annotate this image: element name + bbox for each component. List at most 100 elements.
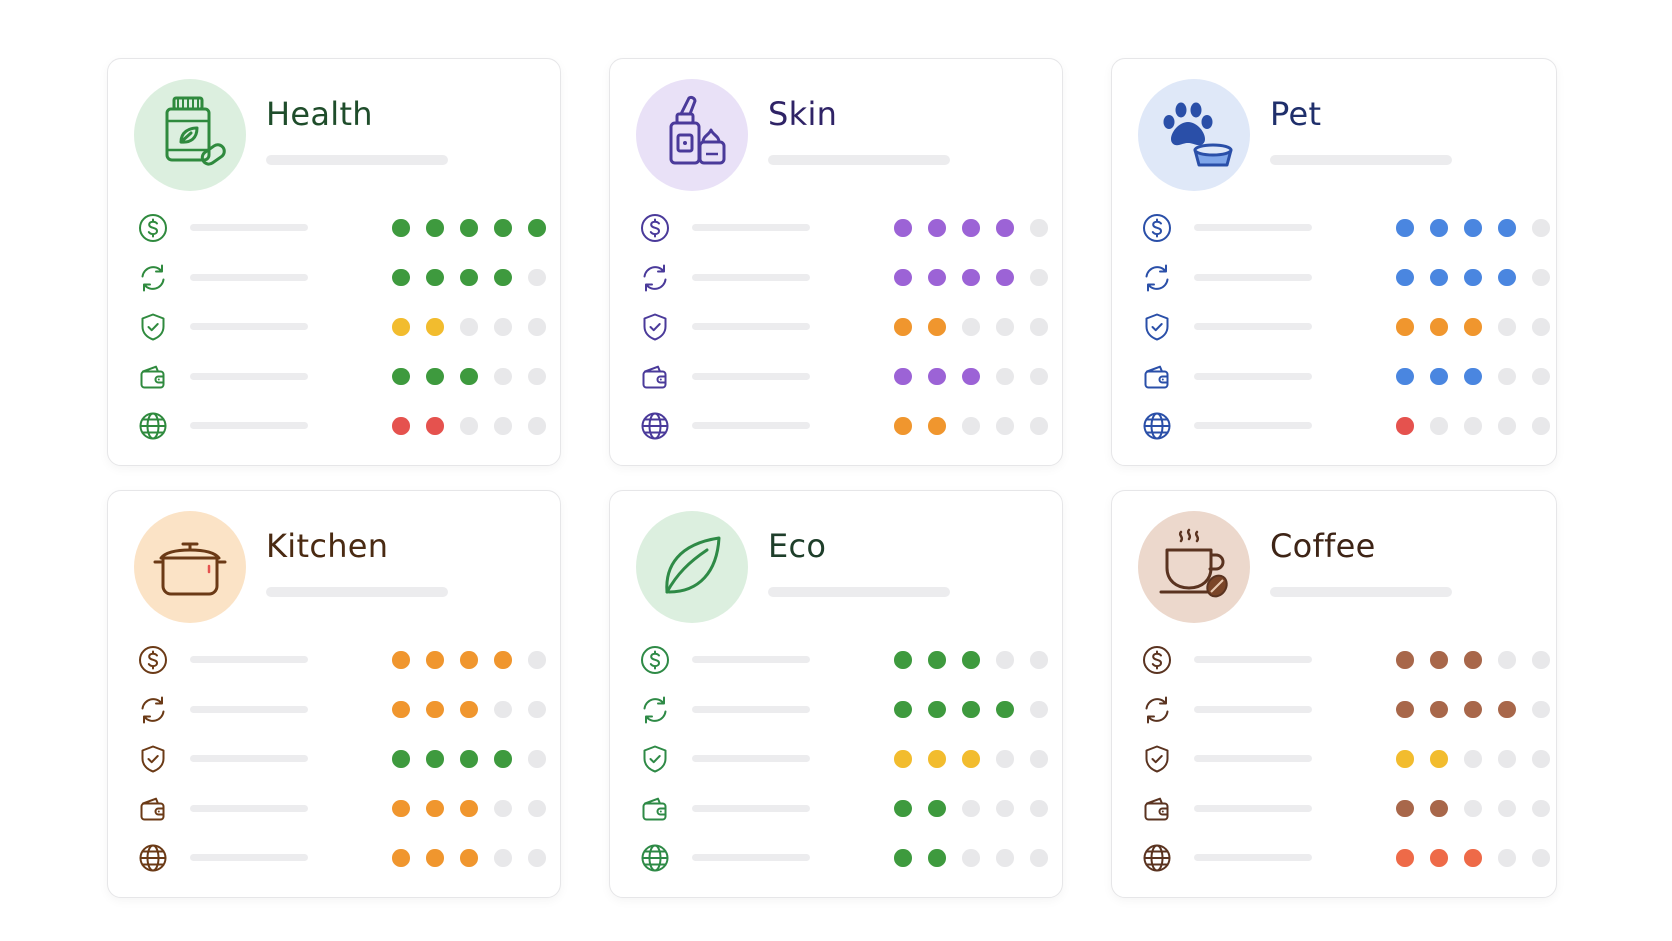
rating-dot-empty bbox=[494, 700, 512, 718]
rating-dot-empty bbox=[1532, 367, 1550, 385]
paw-bowl-icon bbox=[1151, 90, 1237, 180]
rating-dot-empty bbox=[1532, 750, 1550, 768]
rating-dot-empty bbox=[494, 318, 512, 336]
rating-row bbox=[636, 205, 1048, 255]
rating-row bbox=[134, 835, 546, 885]
rating-dots bbox=[894, 219, 1048, 237]
rating-dots bbox=[392, 849, 546, 867]
rating-dot-empty bbox=[1532, 417, 1550, 435]
refresh-icon bbox=[136, 261, 170, 295]
label-placeholder-bar bbox=[1194, 705, 1312, 713]
rating-row bbox=[636, 835, 1048, 885]
rating-dot-empty bbox=[1498, 651, 1516, 669]
rating-dot-empty bbox=[494, 799, 512, 817]
subtitle-placeholder-bar bbox=[1270, 587, 1452, 597]
rating-dots bbox=[894, 417, 1048, 435]
rating-dot-filled bbox=[1396, 268, 1414, 286]
rating-dots bbox=[894, 268, 1048, 286]
rating-dot-empty bbox=[1498, 799, 1516, 817]
rating-dot-empty bbox=[1464, 417, 1482, 435]
rating-dot-filled bbox=[1498, 268, 1516, 286]
rating-row bbox=[636, 736, 1048, 786]
rating-dot-filled bbox=[392, 318, 410, 336]
rating-dot-filled bbox=[392, 367, 410, 385]
rating-dot-filled bbox=[426, 799, 444, 817]
rating-dot-filled bbox=[426, 417, 444, 435]
rating-dot-empty bbox=[1030, 849, 1048, 867]
label-placeholder-bar bbox=[692, 323, 810, 330]
category-grid: Health Skin Pet Kitchen Eco Coffee bbox=[107, 58, 1557, 898]
rating-dot-filled bbox=[928, 849, 946, 867]
category-avatar bbox=[134, 511, 246, 623]
rating-dot-empty bbox=[996, 367, 1014, 385]
rating-dot-filled bbox=[1464, 700, 1482, 718]
rating-dot-empty bbox=[460, 318, 478, 336]
category-avatar bbox=[134, 79, 246, 191]
rating-dot-filled bbox=[460, 700, 478, 718]
rating-dot-filled bbox=[1464, 849, 1482, 867]
rating-dot-filled bbox=[894, 268, 912, 286]
rating-dot-empty bbox=[528, 268, 546, 286]
wallet-icon bbox=[1140, 792, 1174, 826]
rating-dot-filled bbox=[894, 651, 912, 669]
globe-icon bbox=[638, 409, 672, 443]
rating-dot-empty bbox=[996, 318, 1014, 336]
rating-dot-filled bbox=[1464, 318, 1482, 336]
label-placeholder-bar bbox=[1194, 323, 1312, 330]
rating-dot-filled bbox=[928, 750, 946, 768]
rating-dot-filled bbox=[996, 700, 1014, 718]
category-card-pet[interactable]: Pet bbox=[1111, 58, 1557, 466]
category-card-skin[interactable]: Skin bbox=[609, 58, 1063, 466]
rating-row bbox=[1138, 354, 1550, 404]
category-card-eco[interactable]: Eco bbox=[609, 490, 1063, 898]
rating-dot-filled bbox=[928, 268, 946, 286]
label-placeholder-bar bbox=[190, 422, 308, 429]
rating-dots bbox=[392, 367, 546, 385]
rating-dots bbox=[1396, 651, 1550, 669]
rating-dot-filled bbox=[928, 700, 946, 718]
rating-dot-filled bbox=[426, 700, 444, 718]
label-placeholder-bar bbox=[1194, 804, 1312, 812]
rating-row bbox=[636, 637, 1048, 687]
rating-dot-filled bbox=[1396, 799, 1414, 817]
rating-row bbox=[1138, 304, 1550, 354]
subtitle-placeholder-bar bbox=[768, 587, 950, 597]
rating-dot-empty bbox=[1532, 799, 1550, 817]
rating-dot-filled bbox=[894, 318, 912, 336]
card-title: Skin bbox=[768, 95, 838, 133]
rating-dot-empty bbox=[1498, 367, 1516, 385]
rating-dot-empty bbox=[494, 849, 512, 867]
shield-icon bbox=[638, 310, 672, 344]
category-card-kitchen[interactable]: Kitchen bbox=[107, 490, 561, 898]
wallet-icon bbox=[136, 360, 170, 394]
rating-dots bbox=[1396, 799, 1550, 817]
rating-row bbox=[134, 403, 546, 453]
rating-dot-empty bbox=[1532, 651, 1550, 669]
rating-dot-filled bbox=[962, 750, 980, 768]
rating-row bbox=[1138, 637, 1550, 687]
rating-dot-filled bbox=[426, 849, 444, 867]
leaf-icon bbox=[649, 522, 735, 612]
rating-dot-filled bbox=[996, 268, 1014, 286]
label-placeholder-bar bbox=[1194, 656, 1312, 663]
rating-row bbox=[1138, 835, 1550, 885]
rating-dot-empty bbox=[1498, 417, 1516, 435]
category-card-health[interactable]: Health bbox=[107, 58, 561, 466]
rating-dot-filled bbox=[928, 367, 946, 385]
label-placeholder-bar bbox=[692, 372, 810, 380]
rating-dot-filled bbox=[426, 651, 444, 669]
rating-row bbox=[636, 687, 1048, 737]
category-card-coffee[interactable]: Coffee bbox=[1111, 490, 1557, 898]
rating-dot-filled bbox=[1430, 268, 1448, 286]
rating-dot-filled bbox=[894, 417, 912, 435]
rating-dot-filled bbox=[426, 219, 444, 237]
rating-dot-empty bbox=[996, 417, 1014, 435]
rating-dots bbox=[392, 700, 546, 718]
rating-row bbox=[1138, 205, 1550, 255]
label-placeholder-bar bbox=[190, 656, 308, 663]
subtitle-placeholder-bar bbox=[768, 155, 950, 165]
category-avatar bbox=[636, 511, 748, 623]
rating-dot-filled bbox=[894, 700, 912, 718]
refresh-icon bbox=[638, 261, 672, 295]
rating-row bbox=[1138, 403, 1550, 453]
